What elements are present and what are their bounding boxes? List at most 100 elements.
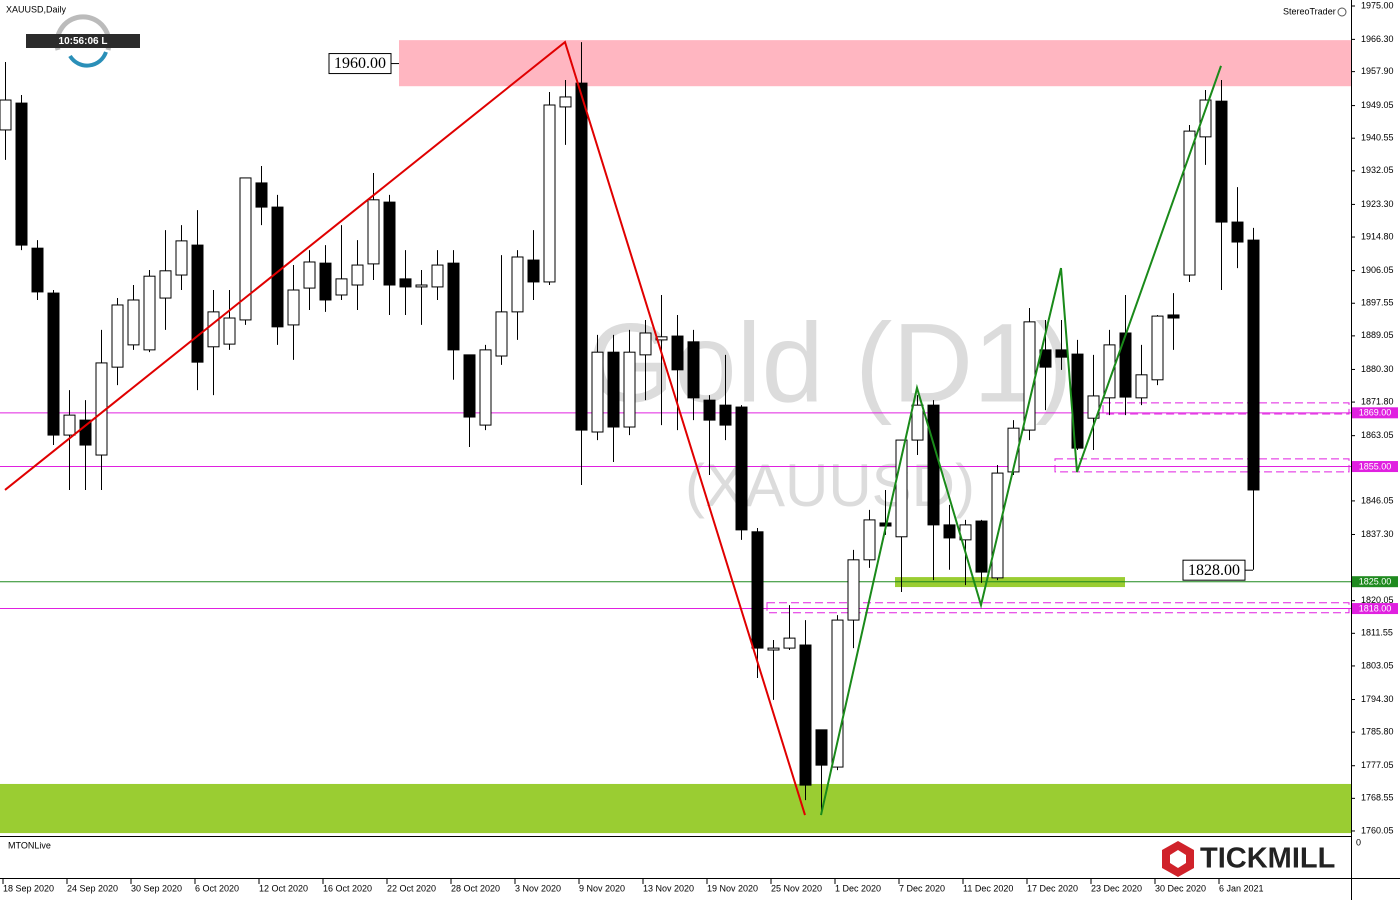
y-tick-label: 1923.30 — [1361, 199, 1394, 209]
dashed-box — [1102, 402, 1350, 415]
logo-mark — [1170, 850, 1186, 868]
x-tick-label: 9 Nov 2020 — [579, 883, 625, 893]
y-tick-label: 1880.30 — [1361, 364, 1394, 374]
candle-body — [15, 102, 28, 246]
candle-body — [591, 351, 604, 433]
y-tick-label: 1760.05 — [1361, 825, 1394, 835]
y-tick-label: 1811.55 — [1361, 628, 1393, 638]
y-tick-label: 1957.90 — [1361, 66, 1394, 76]
x-tick-label: 25 Nov 2020 — [771, 883, 822, 893]
price-label: 1960.00 — [334, 55, 386, 72]
candle-body — [335, 278, 348, 296]
candle-body — [639, 332, 652, 356]
candle-body — [943, 524, 956, 539]
candle-body — [991, 472, 1004, 579]
x-tick-label: 6 Oct 2020 — [195, 883, 239, 893]
price-label-box — [1182, 559, 1246, 581]
candle-body — [495, 311, 508, 357]
watermark: Gold (D1) (XAUUSD) — [587, 301, 1072, 519]
dashed-box — [766, 602, 1350, 614]
watermark-text: Gold (D1) — [587, 301, 1072, 426]
y-tick-label: 1966.30 — [1361, 34, 1394, 44]
candle-body — [767, 647, 780, 651]
indicator-axis-label: 0 — [1356, 837, 1361, 847]
candle-body — [415, 284, 428, 288]
x-tick-label: 13 Nov 2020 — [643, 883, 694, 893]
candle-body — [1119, 332, 1132, 398]
platform-icon — [1337, 7, 1347, 17]
candle-body — [735, 406, 748, 531]
level-label: 1855.00 — [1359, 461, 1392, 471]
candle-body — [527, 259, 540, 283]
clock-box — [26, 34, 140, 48]
candle-body — [319, 262, 332, 301]
candle-body — [479, 349, 492, 426]
clock-text: 10:56:06 L — [59, 36, 108, 47]
candle-body — [511, 256, 524, 313]
x-tick-label: 6 Jan 2021 — [1219, 883, 1264, 893]
zone — [399, 40, 1351, 87]
candle-body — [239, 177, 252, 321]
y-tick-label: 1863.05 — [1361, 430, 1394, 440]
annotations: 1960.00 1828.00 — [4, 40, 1253, 816]
x-tick-label: 22 Oct 2020 — [387, 883, 436, 893]
zigzag-line — [820, 65, 1222, 816]
candle-body — [271, 206, 284, 328]
candle-body — [287, 289, 300, 326]
y-tick-label: 1889.05 — [1361, 330, 1394, 340]
candle-body — [831, 619, 844, 768]
x-tick-label: 28 Oct 2020 — [451, 883, 500, 893]
candle-body — [799, 644, 812, 786]
candle-body — [543, 104, 556, 283]
dashed-box — [1054, 458, 1350, 473]
y-tick-label: 1914.80 — [1361, 231, 1394, 241]
x-tick-label: 3 Nov 2020 — [515, 883, 561, 893]
candle-body — [1183, 130, 1196, 276]
candle-body — [159, 270, 172, 299]
x-tick-label: 12 Oct 2020 — [259, 883, 308, 893]
candle-body — [1151, 315, 1164, 381]
level-label-box — [1352, 576, 1398, 588]
candle-body — [223, 317, 236, 345]
candle-body — [783, 637, 796, 649]
candle-body — [1103, 344, 1116, 399]
x-tick-label: 11 Dec 2020 — [963, 883, 1013, 893]
candle-body — [927, 404, 940, 526]
x-tick-label: 17 Dec 2020 — [1027, 883, 1078, 893]
x-tick-label: 1 Dec 2020 — [835, 883, 881, 893]
x-tick-label: 16 Oct 2020 — [323, 883, 372, 893]
candle-body — [463, 354, 476, 418]
x-tick-label: 30 Dec 2020 — [1155, 883, 1206, 893]
level-label: 1825.00 — [1359, 577, 1392, 587]
candle-body — [575, 82, 588, 431]
candle-body — [607, 351, 620, 428]
y-tick-label: 1785.80 — [1361, 727, 1394, 737]
y-tick-label: 1803.05 — [1361, 660, 1394, 670]
candle-body — [1247, 239, 1260, 491]
candle-body — [383, 201, 396, 286]
y-tick-label: 1949.05 — [1361, 100, 1394, 110]
level-label-box — [1352, 603, 1398, 615]
candle-body — [1215, 100, 1228, 223]
candle-body — [847, 559, 860, 621]
x-tick-label: 19 Nov 2020 — [707, 883, 758, 893]
candle-body — [399, 278, 412, 288]
candle-body — [255, 182, 268, 208]
logo: TICKMILL — [1162, 841, 1335, 877]
candle-body — [175, 240, 188, 276]
candle-body — [975, 520, 988, 573]
y-tick-label: 1820.05 — [1361, 595, 1394, 605]
candle-body — [31, 247, 44, 293]
candle-body — [111, 304, 124, 368]
clock-widget: 10:56:06 L — [26, 14, 140, 68]
candle-body — [447, 262, 460, 351]
candle-body — [47, 292, 60, 436]
watermark-text: (XAUUSD) — [685, 452, 975, 519]
level-label: 1869.00 — [1359, 408, 1392, 418]
candle-body — [351, 264, 364, 286]
candle-body — [1231, 221, 1244, 243]
y-tick-label: 1975.00 — [1361, 0, 1394, 10]
